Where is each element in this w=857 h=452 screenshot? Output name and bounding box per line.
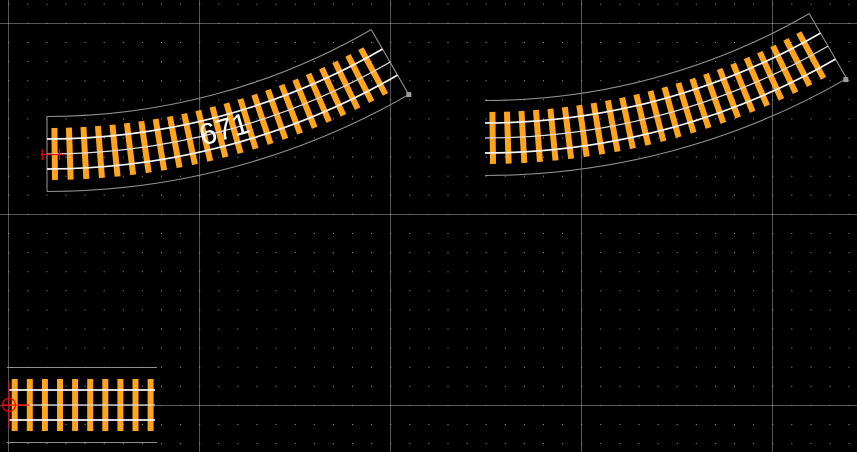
track-rails xyxy=(46,48,398,170)
track-centerline xyxy=(46,61,391,155)
track-centerline xyxy=(484,45,829,139)
track-piece-curved-track-right[interactable] xyxy=(484,13,849,177)
track-piece-straight-track[interactable] xyxy=(7,366,157,444)
endpoint-handle[interactable] xyxy=(406,92,412,98)
loose-end-marker xyxy=(41,149,64,161)
origin-crosshair-marker xyxy=(1,381,30,429)
track-rails xyxy=(484,32,836,154)
endpoint-handle[interactable] xyxy=(843,77,849,83)
roadbed-outline xyxy=(7,366,157,444)
track-rails xyxy=(9,389,155,421)
grid-dots xyxy=(8,3,850,445)
roadbed-outline xyxy=(46,29,410,193)
